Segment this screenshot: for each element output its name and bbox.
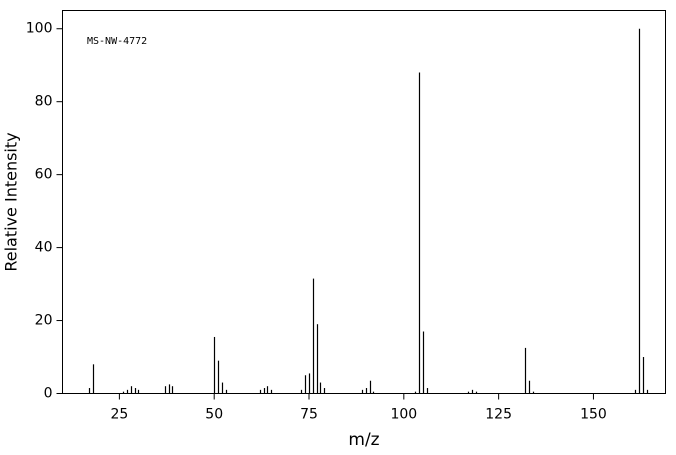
x-tick-label: 50 <box>205 407 223 423</box>
y-axis-label: Relative Intensity <box>2 132 21 271</box>
annotation: MS-NW-4772 <box>87 36 147 47</box>
y-tick-label: 40 <box>35 240 53 256</box>
x-tick-label: 75 <box>300 407 318 423</box>
x-axis-label: m/z <box>348 430 379 450</box>
x-tick-label: 100 <box>390 407 417 423</box>
x-tick-label: 25 <box>110 407 128 423</box>
y-tick-label: 100 <box>26 21 53 37</box>
y-tick-label: 20 <box>35 313 53 329</box>
y-tick-label: 0 <box>44 386 53 402</box>
plot-frame <box>62 10 666 394</box>
x-tick-label: 125 <box>485 407 512 423</box>
y-tick-label: 80 <box>35 94 53 110</box>
y-tick-label: 60 <box>35 167 53 183</box>
x-tick-label: 150 <box>580 407 607 423</box>
